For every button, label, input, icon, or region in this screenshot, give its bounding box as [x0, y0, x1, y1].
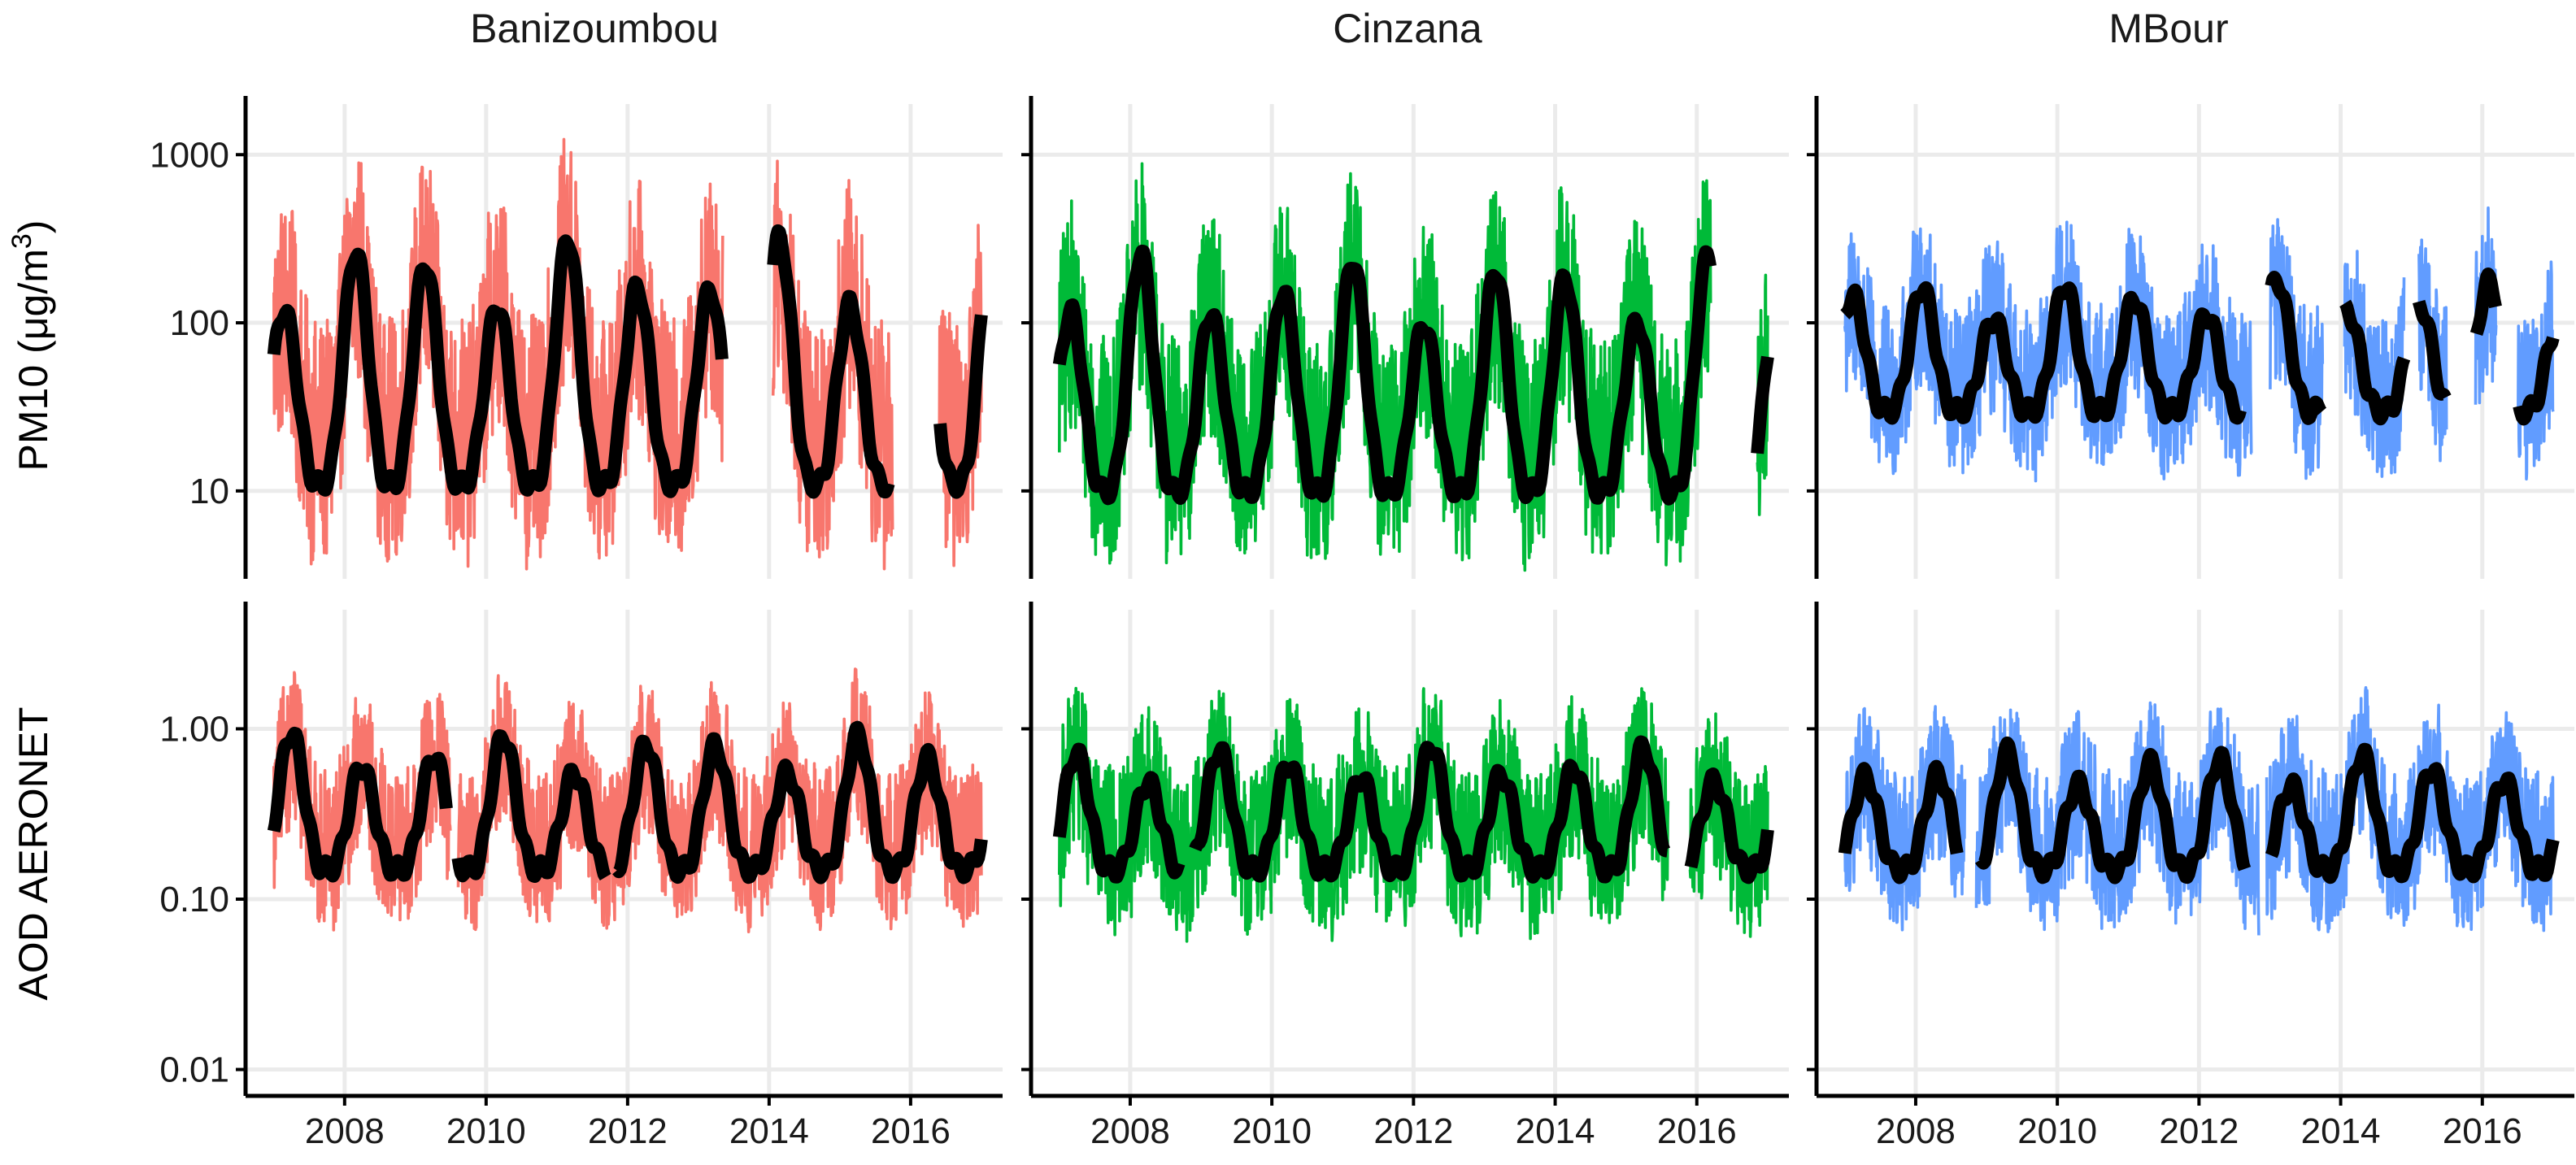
y-tick-label: 1000: [150, 135, 229, 175]
x-tick-label: 2010: [2017, 1111, 2097, 1151]
x-tick-label: 2014: [2301, 1111, 2381, 1151]
data-layer: [267, 137, 2560, 943]
x-tick-label: 2014: [1516, 1111, 1595, 1151]
smooth-line-mbour-aod: [1838, 736, 2560, 885]
y-axis-title-pm10-tail: ): [11, 220, 56, 234]
y-tick-label: 1.00: [159, 709, 229, 749]
facet-title-banizoumbou: Banizoumbou: [470, 6, 719, 51]
x-tick-label: 2016: [871, 1111, 951, 1151]
grid-layer: [246, 104, 2574, 1096]
x-tick-label: 2010: [1232, 1111, 1312, 1151]
facet-title-mbour: MBour: [2108, 6, 2228, 51]
x-tick-label: 2016: [2443, 1111, 2522, 1151]
y-axis-title-aod: AOD AERONET: [11, 706, 56, 1000]
smooth-line-banizoumbou-pm10: [267, 224, 988, 499]
y-tick-label: 10: [189, 472, 229, 511]
x-tick-label: 2008: [1090, 1111, 1170, 1151]
smooth-line-banizoumbou-aod: [267, 720, 988, 885]
x-tick-label: 2010: [446, 1111, 526, 1151]
x-tick-label: 2008: [305, 1111, 385, 1151]
smooth-line-cinzana-aod: [1052, 735, 1774, 885]
y-tick-label: 0.01: [159, 1050, 229, 1090]
y-tick-label: 0.10: [159, 880, 229, 919]
axis-layer: 10 100 1000 0.01 0.10 1.00 2008 2010 2012 2014 201…: [150, 96, 2574, 1151]
y-axis-title-pm10-sup: 3: [7, 233, 37, 249]
y-tick-label: 100: [170, 303, 229, 343]
x-tick-label: 2016: [1657, 1111, 1737, 1151]
x-tick-label: 2012: [1373, 1111, 1453, 1151]
facet-title-cinzana: Cinzana: [1333, 6, 1482, 51]
x-tick-label: 2008: [1876, 1111, 1956, 1151]
y-axis-title-pm10-main: PM10 (μg/m: [11, 249, 56, 471]
smooth-line-mbour-pm10: [1839, 267, 2560, 426]
y-axis-title-pm10: PM10 (μg/m3): [7, 220, 56, 472]
x-tick-label: 2014: [729, 1111, 809, 1151]
x-tick-label: 2012: [588, 1111, 668, 1151]
smooth-line-cinzana-pm10: [1052, 244, 1774, 506]
x-tick-label: 2012: [2159, 1111, 2239, 1151]
